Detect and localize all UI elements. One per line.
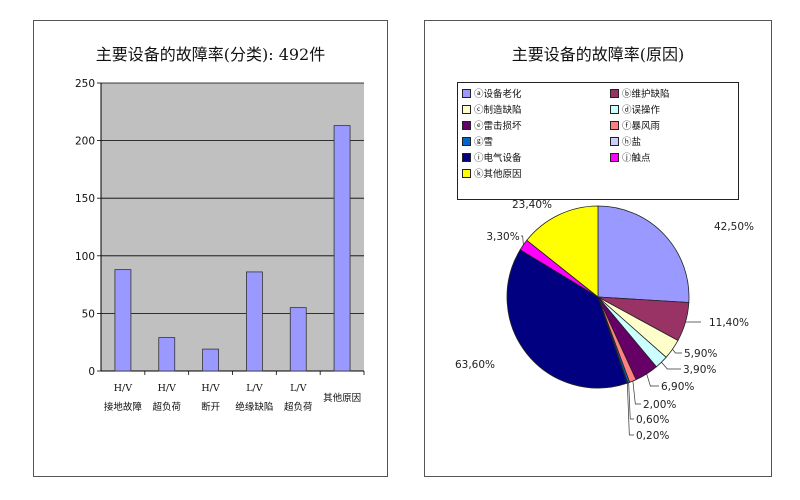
bar (158, 337, 176, 372)
legend-item: ⓘ电气设备 (462, 150, 522, 164)
legend-swatch (462, 120, 471, 130)
legend-label: ⓔ雷击损坏 (474, 121, 522, 132)
pie-label: 5,90% (684, 348, 717, 360)
pie-label: 23,40% (512, 199, 552, 211)
legend-label: ⓗ盐 (622, 137, 642, 148)
legend-swatch (610, 120, 619, 130)
leader-line (521, 235, 524, 245)
bar (202, 348, 219, 372)
x-tick-label: 绝缘缺陷 (235, 401, 273, 413)
legend-label: ⓚ其他原因 (474, 169, 522, 180)
pie-slice (597, 205, 690, 303)
x-tick-label: H/V (114, 383, 132, 394)
legend-item: ⓒ制造缺陷 (462, 102, 522, 116)
pie-slice (526, 205, 599, 298)
legend-item: ⓕ暴风雨 (610, 118, 660, 132)
leader-line (672, 349, 682, 354)
legend-swatch (462, 136, 471, 146)
x-tick-label: L/V (290, 383, 307, 394)
x-tick-label: H/V (201, 383, 219, 394)
legend-label: ⓐ设备老化 (474, 89, 522, 100)
legend-swatch (610, 136, 619, 146)
x-tick-label: 超负荷 (284, 401, 313, 413)
y-tick-label: 50 (82, 308, 95, 320)
legend-swatch (610, 104, 619, 114)
x-tick-label: H/V (158, 383, 176, 394)
legend-swatch (462, 104, 471, 114)
leader-line (661, 362, 681, 370)
pie-slice (506, 249, 628, 389)
legend-label: ⓘ电气设备 (474, 153, 522, 164)
pie-label: 42,50% (714, 221, 754, 233)
y-tick-label: 100 (75, 251, 95, 263)
pie-label: 2,00% (643, 399, 676, 411)
x-tick-label: L/V (246, 383, 263, 394)
pie-label: 3,30% (486, 231, 519, 243)
x-tick-label: 超负荷 (152, 401, 181, 413)
pie-label: 63,60% (455, 359, 495, 371)
legend-swatch (462, 88, 471, 98)
legend-label: ⓕ暴风雨 (622, 121, 661, 132)
leader-line (646, 373, 659, 387)
bar-chart: 0 50 100 150 200 250 H/V 接地故障 H/V 超负荷 H/V 断开 L/V 绝缘缺陷… (75, 78, 365, 413)
legend-item: ⓙ触点 (610, 150, 651, 164)
legend-item: ⓑ维护缺陷 (610, 86, 670, 100)
pie-chart-title: 主要设备的故障率(原因) (511, 45, 685, 64)
y-tick-label: 250 (75, 78, 95, 90)
legend-swatch (610, 152, 619, 162)
pie-label: 0,60% (636, 414, 669, 426)
y-tick-label: 0 (88, 366, 95, 378)
legend-item: ⓓ误操作 (610, 102, 660, 116)
legend-swatch (610, 88, 619, 98)
bar (114, 269, 132, 372)
legend-item: ⓐ设备老化 (462, 86, 522, 100)
leader-line (626, 383, 634, 436)
plot-area (101, 83, 364, 371)
y-tick-label: 150 (75, 193, 95, 205)
bar-chart-panel: 主要设备的故障率(分类): 492件 0 50 100 150 200 250 H/V 接地故… (33, 20, 388, 477)
pie-label: 11,40% (709, 317, 749, 329)
pie-label: 6,90% (661, 381, 694, 393)
legend-label: ⓖ雪 (474, 137, 494, 148)
legend-item: ⓔ雷击损坏 (462, 118, 522, 132)
bar (246, 271, 263, 372)
bar (333, 125, 351, 372)
legend-swatch (462, 168, 471, 178)
legend-label: ⓒ制造缺陷 (474, 105, 522, 116)
pie-chart: 42,50% 11,40% 5,90% 3,90% 6,90% 2,00% 0,60% 0,2… (455, 199, 754, 442)
x-tick-label: 断开 (201, 401, 221, 413)
y-tick-label: 200 (75, 136, 95, 148)
leader-line (632, 381, 641, 405)
x-tick-label: 其他原因 (323, 392, 361, 404)
legend-label: ⓓ误操作 (622, 105, 661, 116)
legend-item: ⓖ雪 (462, 134, 493, 148)
legend-label: ⓑ维护缺陷 (622, 89, 670, 100)
legend-item: ⓗ盐 (610, 134, 641, 148)
legend-label: ⓙ触点 (622, 153, 651, 164)
pie-label: 3,90% (683, 364, 716, 376)
x-tick-label: 接地故障 (104, 401, 143, 413)
legend-swatch (462, 152, 471, 162)
leader-line (628, 382, 634, 420)
pie-label: 0,20% (636, 430, 669, 442)
bar-chart-title: 主要设备的故障率(分类): 492件 (95, 45, 326, 64)
pie-legend: ⓐ设备老化 ⓑ维护缺陷 ⓒ制造缺陷 ⓓ误操作 ⓔ雷击损坏 ⓕ暴风雨 ⓖ雪 ⓗ盐 ⓘ电气设备 ⓙ触点… (457, 82, 739, 200)
pie-chart-panel: 主要设备的故障率(原因) ⓐ设备老化 ⓑ维护缺陷 ⓒ制造缺陷 ⓓ误操作 ⓔ雷击损坏 ⓕ暴风… (424, 20, 772, 477)
bar (289, 307, 307, 372)
legend-item: ⓚ其他原因 (462, 166, 522, 180)
